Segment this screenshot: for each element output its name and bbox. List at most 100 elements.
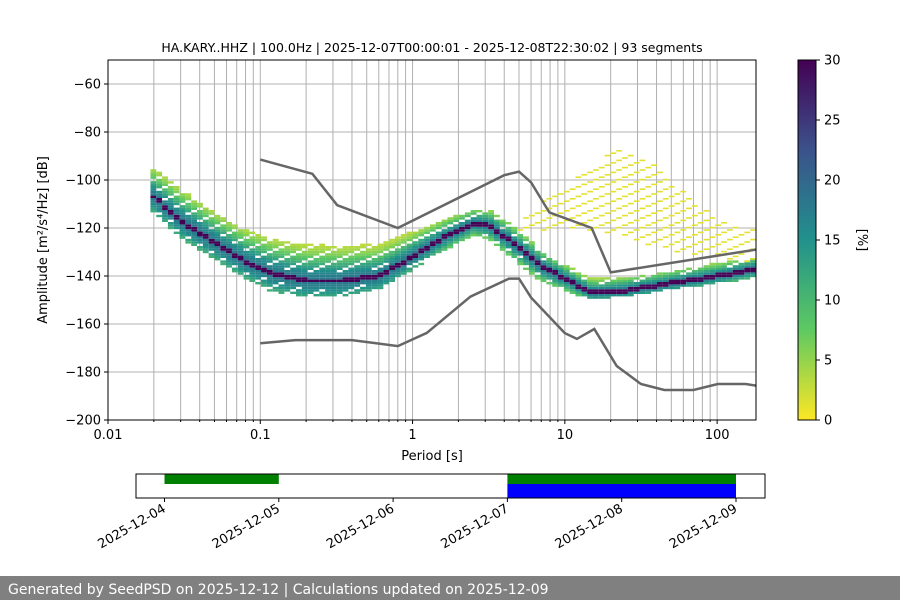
heatmap-cell — [651, 279, 658, 282]
heatmap-cell — [517, 243, 524, 246]
heatmap-cell — [453, 241, 460, 244]
heatmap-cell — [488, 219, 494, 222]
heatmap-cell — [400, 241, 407, 244]
heatmap-cell — [214, 243, 221, 246]
timeline-tick-label: 2025-12-06 — [324, 501, 397, 552]
heatmap-cell — [505, 222, 512, 225]
heatmap-cell — [686, 246, 692, 248]
heatmap-cell — [453, 217, 460, 220]
heatmap-cell — [575, 224, 582, 226]
heatmap-cell — [150, 171, 157, 174]
heatmap-cell — [662, 284, 669, 287]
heatmap-cell — [243, 250, 250, 254]
heatmap-cell — [202, 246, 209, 249]
heatmap-cell — [569, 274, 576, 278]
heatmap-cell — [412, 253, 419, 256]
heatmap-cell — [313, 284, 320, 287]
heatmap-cell — [499, 234, 506, 237]
heatmap-cell — [237, 258, 244, 261]
heatmap-cell — [464, 212, 471, 215]
heatmap-cell — [360, 258, 366, 261]
heatmap-cell — [383, 272, 390, 275]
heatmap-cell — [604, 289, 611, 292]
heatmap-cell — [546, 277, 553, 280]
heatmap-cell — [261, 258, 267, 261]
heatmap-cell — [377, 267, 384, 270]
heatmap-cell — [651, 183, 658, 186]
heatmap-cell — [284, 272, 291, 275]
heatmap-cell — [575, 214, 582, 217]
heatmap-cell — [662, 188, 669, 190]
heatmap-cell — [592, 284, 599, 287]
heatmap-cell — [185, 231, 192, 234]
heatmap-cell — [575, 272, 582, 275]
heatmap-cell — [418, 243, 425, 246]
heatmap-cell — [686, 236, 692, 238]
heatmap-cell — [261, 270, 267, 273]
heatmap-cell — [336, 260, 343, 263]
heatmap-cell — [552, 267, 559, 270]
heatmap-cell — [523, 226, 529, 229]
heatmap-cell — [499, 238, 506, 242]
heatmap-cell — [657, 210, 663, 212]
heatmap-cell — [249, 255, 256, 258]
heatmap-cell — [558, 265, 564, 268]
heatmap-cell — [447, 246, 454, 249]
heatmap-cell — [424, 231, 430, 234]
heatmap-cell — [459, 229, 465, 232]
heatmap-cell — [592, 169, 599, 171]
heatmap-cell — [441, 236, 448, 239]
heatmap-cell — [406, 231, 413, 234]
heatmap-cell — [377, 260, 384, 263]
heatmap-cell — [191, 231, 198, 234]
heatmap-cell — [546, 267, 553, 270]
heatmap-cell — [220, 236, 227, 239]
heatmap-cell — [505, 226, 512, 230]
heatmap-cell — [197, 224, 203, 227]
heatmap-cell — [651, 286, 658, 290]
heatmap-cell — [715, 267, 722, 270]
heatmap-cell — [150, 169, 157, 172]
heatmap-cell — [429, 243, 436, 246]
heatmap-cell — [296, 284, 302, 287]
heatmap-cell — [272, 289, 279, 292]
heatmap-cell — [354, 282, 361, 285]
heatmap-cell — [365, 250, 372, 254]
heatmap-cell — [296, 267, 302, 270]
heatmap-cell — [534, 255, 541, 258]
heatmap-cell — [354, 260, 361, 263]
heatmap-cell — [750, 238, 756, 241]
heatmap-cell — [354, 291, 361, 294]
x-tick-label: 10 — [557, 428, 574, 443]
heatmap-cell — [709, 217, 716, 219]
heatmap-cell — [406, 262, 413, 266]
heatmap-cell — [616, 188, 623, 190]
x-axis-label: Period [s] — [401, 449, 463, 464]
heatmap-cell — [633, 200, 640, 202]
heatmap-cell — [191, 236, 198, 239]
heatmap-cell — [604, 231, 611, 234]
heatmap-cell — [505, 231, 512, 234]
heatmap-cell — [272, 277, 279, 280]
heatmap-cell — [284, 282, 291, 285]
heatmap-cell — [290, 291, 297, 294]
heatmap-cell — [552, 284, 559, 287]
heatmap-cell — [400, 255, 407, 258]
heatmap-cell — [296, 255, 302, 258]
heatmap-cell — [697, 222, 704, 224]
heatmap-cell — [208, 253, 215, 256]
heatmap-cell — [266, 274, 273, 278]
heatmap-cell — [400, 250, 407, 254]
heatmap-cell — [202, 207, 209, 210]
heatmap-cell — [418, 229, 425, 232]
heatmap-cell — [336, 262, 343, 266]
heatmap-cell — [750, 262, 756, 266]
heatmap-cell — [633, 286, 640, 290]
heatmap-cell — [325, 265, 331, 268]
heatmap-cell — [237, 243, 244, 246]
heatmap-cell — [185, 217, 192, 220]
heatmap-cell — [482, 217, 489, 220]
heatmap-cell — [296, 270, 302, 273]
heatmap-cell — [610, 200, 617, 202]
heatmap-cell — [429, 253, 436, 256]
